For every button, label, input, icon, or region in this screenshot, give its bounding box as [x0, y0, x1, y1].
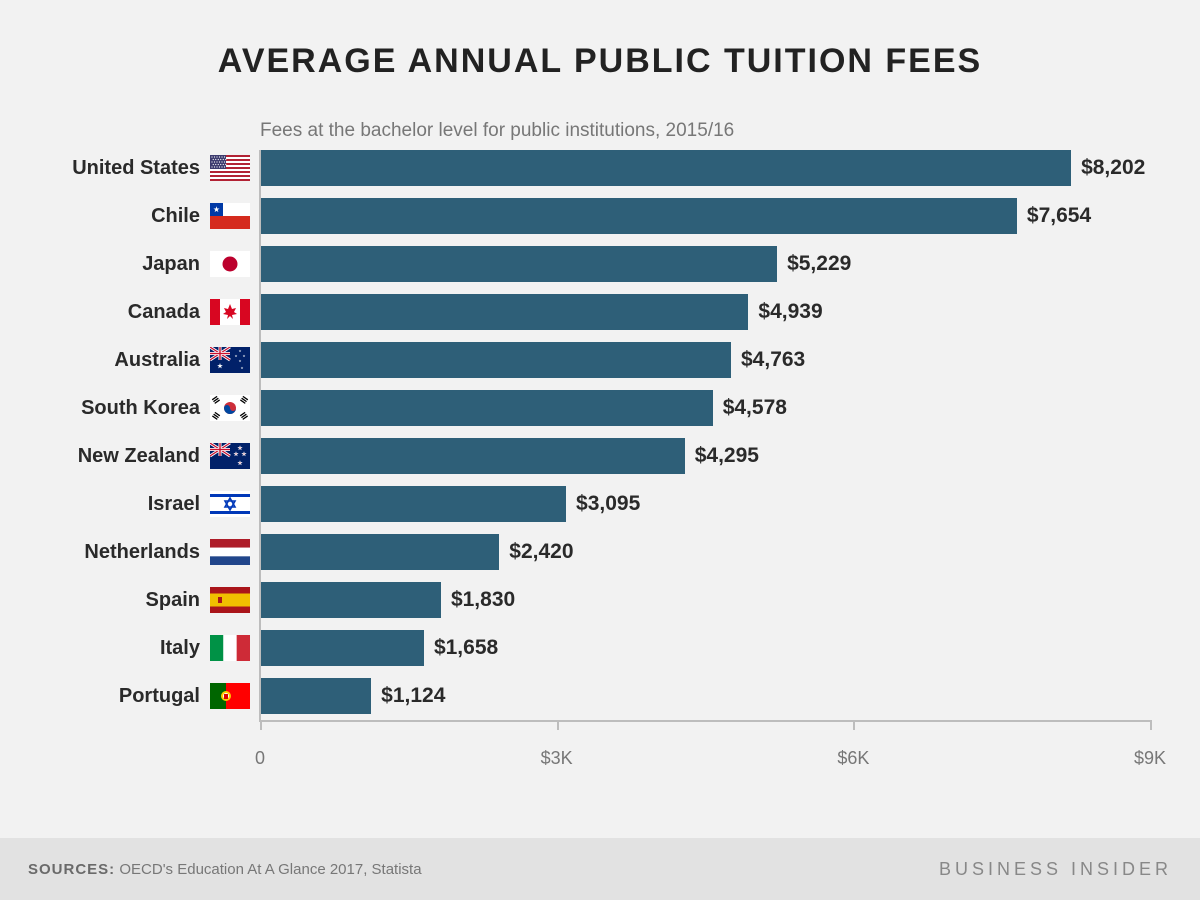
- x-axis-tick-label: $3K: [541, 748, 573, 769]
- bar-track: $4,939: [260, 294, 1160, 330]
- x-axis-tick: [557, 720, 559, 730]
- x-axis-tick: [853, 720, 855, 730]
- value-label: $2,420: [509, 540, 573, 564]
- flag-icon: [210, 539, 250, 565]
- value-label: $5,229: [787, 252, 851, 276]
- bar-row: New Zealand $4,295: [40, 438, 1160, 474]
- bar: [260, 198, 1017, 234]
- bar-row: Netherlands $2,420: [40, 534, 1160, 570]
- bar-row: South Korea $4,578: [40, 390, 1160, 426]
- sources-label: SOURCES:: [28, 861, 115, 878]
- bar: [260, 630, 424, 666]
- chart-title: AVERAGE ANNUAL PUBLIC TUITION FEES: [0, 0, 1200, 81]
- bar-row: United States $8,202: [40, 150, 1160, 186]
- bar-track: $5,229: [260, 246, 1160, 282]
- value-label: $8,202: [1081, 156, 1145, 180]
- flag-icon: [210, 203, 250, 229]
- value-label: $4,763: [741, 348, 805, 372]
- bar: [260, 582, 441, 618]
- bar: [260, 342, 731, 378]
- flag-icon: [210, 251, 250, 277]
- brand-logo: BUSINESS INSIDER: [939, 859, 1172, 880]
- x-axis-tick-label: $9K: [1134, 748, 1166, 769]
- flag-icon: [210, 683, 250, 709]
- bar-track: $2,420: [260, 534, 1160, 570]
- sources: SOURCES: OECD's Education At A Glance 20…: [28, 861, 422, 878]
- x-axis-tick-label: $6K: [837, 748, 869, 769]
- bar-track: $8,202: [260, 150, 1160, 186]
- bar: [260, 294, 748, 330]
- bar: [260, 438, 685, 474]
- value-label: $1,124: [381, 684, 445, 708]
- bar-row: Portugal $1,124: [40, 678, 1160, 714]
- country-label: Portugal: [40, 685, 210, 708]
- flag-icon: [210, 443, 250, 469]
- country-label: South Korea: [40, 397, 210, 420]
- bar-track: $3,095: [260, 486, 1160, 522]
- value-label: $7,654: [1027, 204, 1091, 228]
- bar-track: $4,578: [260, 390, 1160, 426]
- bar: [260, 246, 777, 282]
- bar-row: Japan $5,229: [40, 246, 1160, 282]
- bar-row: Spain $1,830: [40, 582, 1160, 618]
- country-label: Italy: [40, 637, 210, 660]
- bar-track: $1,658: [260, 630, 1160, 666]
- country-label: Canada: [40, 301, 210, 324]
- country-label: Netherlands: [40, 541, 210, 564]
- bar-track: $4,763: [260, 342, 1160, 378]
- flag-icon: [210, 635, 250, 661]
- bar: [260, 150, 1071, 186]
- bar: [260, 678, 371, 714]
- value-label: $4,295: [695, 444, 759, 468]
- bar: [260, 390, 713, 426]
- flag-icon: [210, 299, 250, 325]
- sources-text: OECD's Education At A Glance 2017, Stati…: [119, 861, 421, 878]
- country-label: Japan: [40, 253, 210, 276]
- bar-track: $1,124: [260, 678, 1160, 714]
- country-label: Australia: [40, 349, 210, 372]
- country-label: New Zealand: [40, 445, 210, 468]
- bar-row: Canada $4,939: [40, 294, 1160, 330]
- x-axis-line: [260, 720, 1150, 722]
- x-axis-tick: [260, 720, 262, 730]
- country-label: Chile: [40, 205, 210, 228]
- value-label: $3,095: [576, 492, 640, 516]
- bar-row: Chile $7,654: [40, 198, 1160, 234]
- country-label: United States: [40, 157, 210, 180]
- footer: SOURCES: OECD's Education At A Glance 20…: [0, 838, 1200, 900]
- chart-subtitle: Fees at the bachelor level for public in…: [260, 120, 734, 142]
- country-label: Spain: [40, 589, 210, 612]
- flag-icon: [210, 395, 250, 421]
- bar-row: Italy $1,658: [40, 630, 1160, 666]
- bar-row: Australia $4,763: [40, 342, 1160, 378]
- value-label: $1,658: [434, 636, 498, 660]
- flag-icon: [210, 587, 250, 613]
- country-label: Israel: [40, 493, 210, 516]
- bar: [260, 534, 499, 570]
- flag-icon: [210, 155, 250, 181]
- y-axis-line: [259, 150, 261, 722]
- bar-row: Israel $3,095: [40, 486, 1160, 522]
- value-label: $4,939: [758, 300, 822, 324]
- value-label: $4,578: [723, 396, 787, 420]
- flag-icon: [210, 347, 250, 373]
- bar: [260, 486, 566, 522]
- x-axis-tick: [1150, 720, 1152, 730]
- bar-track: $1,830: [260, 582, 1160, 618]
- bar-track: $4,295: [260, 438, 1160, 474]
- bar-chart: United States $8,202 Chile $7,654 Japan $5,22…: [40, 150, 1160, 790]
- x-axis-tick-label: 0: [255, 748, 265, 769]
- value-label: $1,830: [451, 588, 515, 612]
- flag-icon: [210, 491, 250, 517]
- bar-track: $7,654: [260, 198, 1160, 234]
